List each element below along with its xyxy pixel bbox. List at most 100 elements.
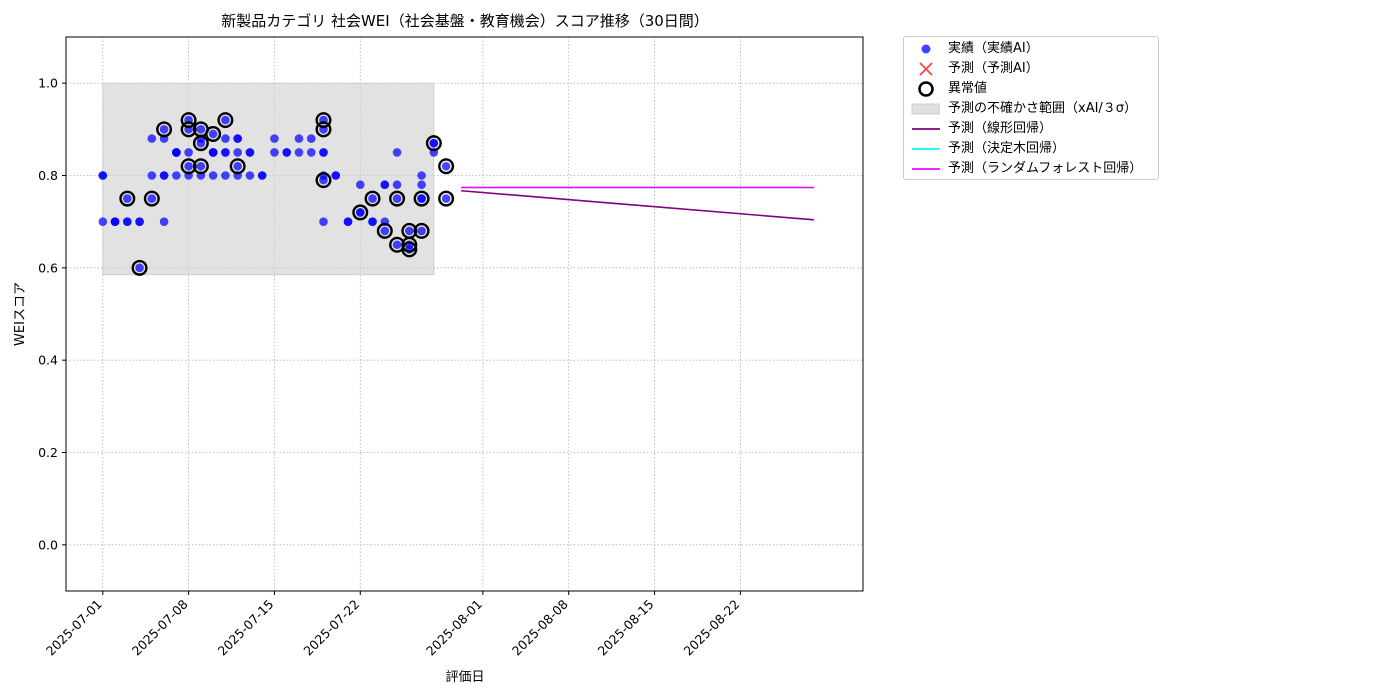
actual-point [368,194,377,203]
legend-label-forest: 予測（ランダムフォレスト回帰） [948,161,1143,176]
legend-item-actual: 実績（実績AI） [904,39,1158,59]
actual-point [208,129,218,139]
anomaly-ring [229,158,246,175]
legend-item-anomaly: 異常値 [904,79,1158,99]
anomaly-ring [389,190,406,207]
actual-point [343,217,353,226]
actual-point [159,217,169,226]
actual-point [306,134,316,143]
actual-point [368,217,377,226]
anomaly-ring [217,112,234,129]
actual-point [233,134,242,143]
actual-point [270,134,279,143]
anomaly-ring [156,121,173,138]
legend-item-forest: 予測（ランダムフォレスト回帰） [904,159,1158,179]
legend-line-icon [912,148,940,150]
anomaly-ring [205,125,222,142]
actual-point [123,217,132,226]
actual-point [392,180,402,190]
actual-point [110,217,120,226]
plot-frame [65,36,864,592]
actual-point [429,138,439,148]
actual-point [196,125,206,134]
x-tick-label: 2025-07-22 [300,597,362,659]
actual-point [245,148,255,157]
legend-line-icon [912,128,940,130]
actual-point [392,240,402,250]
anomaly-ring [315,172,332,189]
actual-point [196,161,206,171]
x-axis-label: 評価日 [445,670,484,685]
anomaly-ring [413,222,430,239]
legend-x-icon [919,62,933,76]
legend-dot-icon [921,44,931,54]
actual-point [123,194,132,203]
actual-point [417,194,426,203]
legend-item-predicted: 予測（予測AI） [904,59,1158,79]
anomaly-ring [438,190,455,207]
actual-point [135,217,144,226]
actual-point [282,148,292,157]
y-tick-label: 0.4 [38,353,58,368]
actual-point [405,226,414,236]
actual-point [233,148,242,157]
actual-point [319,148,328,157]
legend-item-tree: 予測（決定木回帰） [904,139,1158,159]
x-tick-label: 2025-07-15 [215,597,277,659]
legend-patch-icon [911,103,940,115]
plot-area: 0.0 0.2 0.4 0.6 0.8 1.0 2025-07-01 2025-07-08 20… [38,36,864,659]
actual-point [159,171,169,180]
anomaly-ring [364,190,381,207]
actual-point [294,148,304,157]
actual-point [159,125,169,134]
anomaly-ring [401,241,418,258]
anomaly-ring [315,121,332,138]
y-tick-label: 1.0 [38,76,58,91]
anomaly-ring [180,158,197,175]
anomaly-ring [119,190,136,207]
anomaly-ring [352,204,369,221]
x-tick-label: 2025-08-08 [509,596,571,658]
anomaly-ring [131,259,148,276]
actual-point [355,180,365,190]
actual-point [441,194,451,203]
actual-point [417,171,426,180]
actual-point [245,171,255,180]
actual-point [147,134,157,143]
legend-label-tree: 予測（決定木回帰） [948,141,1066,156]
legend-ring-icon [918,81,934,97]
actual-point [233,161,242,171]
anomaly-ring [143,190,160,207]
actual-point [380,226,390,236]
actual-point [147,194,157,203]
anomaly-ring [192,135,209,152]
actual-point [172,148,181,157]
actual-point [355,208,365,217]
actual-point [221,171,230,180]
actual-point [208,148,218,157]
anomaly-ring [180,112,197,129]
actual-point [392,148,402,157]
x-tick-label: 2025-08-22 [681,597,743,659]
actual-point [184,161,193,171]
linear-regression-line [461,189,815,221]
legend-label-anomaly: 異常値 [948,81,988,96]
y-tick-label: 0.2 [38,445,58,460]
y-axis-label: WEIスコア [13,282,28,346]
actual-point [184,148,193,157]
legend-label-actual: 実績（実績AI） [948,41,1039,56]
chart-title: 新製品カテゴリ 社会WEI（社会基盤・教育機会）スコア推移（30日間） [221,12,709,30]
actual-point [441,161,451,171]
actual-point [257,171,267,180]
actual-point [98,217,108,226]
actual-point [380,180,390,190]
legend-label-predicted: 予測（予測AI） [948,61,1039,76]
legend: 実績（実績AI） 予測（予測AI） 異常値 予測の不確かさ範囲（xAI/３σ） … [903,36,1159,180]
actual-point [294,134,304,143]
legend-item-band: 予測の不確かさ範囲（xAI/３σ） [904,99,1158,119]
actual-point [172,171,181,180]
y-tick-label: 0.8 [38,168,58,183]
anomaly-ring [425,135,442,152]
y-tick-label: 0.0 [38,537,58,552]
actual-point [221,115,230,125]
